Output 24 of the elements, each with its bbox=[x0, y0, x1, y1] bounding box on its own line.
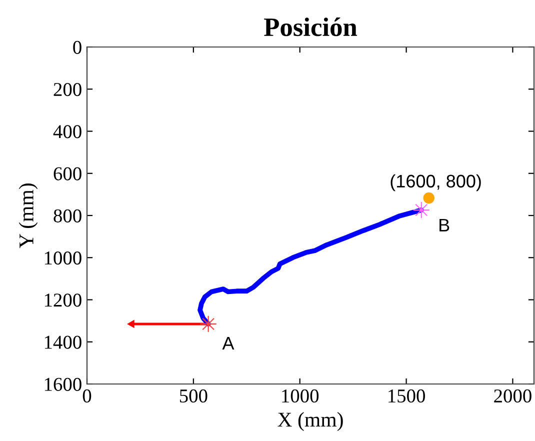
y-axis-title: Y (mm) bbox=[18, 184, 38, 248]
annotation: B bbox=[440, 218, 450, 232]
point bbox=[423, 192, 434, 204]
x-tick-label: 0 bbox=[82, 389, 92, 403]
y-tick-label: 200 bbox=[54, 82, 82, 96]
y-tick-label: 1200 bbox=[44, 294, 82, 307]
y-tick-label: 1400 bbox=[44, 336, 82, 349]
x-tick-label: 1500 bbox=[388, 389, 425, 403]
y-tick-label: 1000 bbox=[44, 251, 82, 265]
y-tick-label: 400 bbox=[53, 125, 82, 138]
point bbox=[413, 202, 430, 218]
x-tick-label: 1000 bbox=[282, 389, 319, 403]
point bbox=[128, 320, 134, 328]
x-axis-title: X (mm) bbox=[278, 412, 343, 431]
chart-title: Posición bbox=[264, 18, 358, 36]
annotation: A bbox=[222, 337, 234, 350]
y-tick-label: 0 bbox=[73, 40, 82, 54]
annotation: (1600, 800) bbox=[390, 174, 481, 192]
x-tick-label: 500 bbox=[180, 389, 208, 403]
y-tick-label: 1600 bbox=[44, 378, 82, 391]
x-tick-label: 2000 bbox=[494, 389, 532, 403]
y-tick-label: 800 bbox=[54, 209, 82, 222]
point bbox=[200, 316, 216, 332]
y-tick-label: 600 bbox=[54, 167, 82, 180]
